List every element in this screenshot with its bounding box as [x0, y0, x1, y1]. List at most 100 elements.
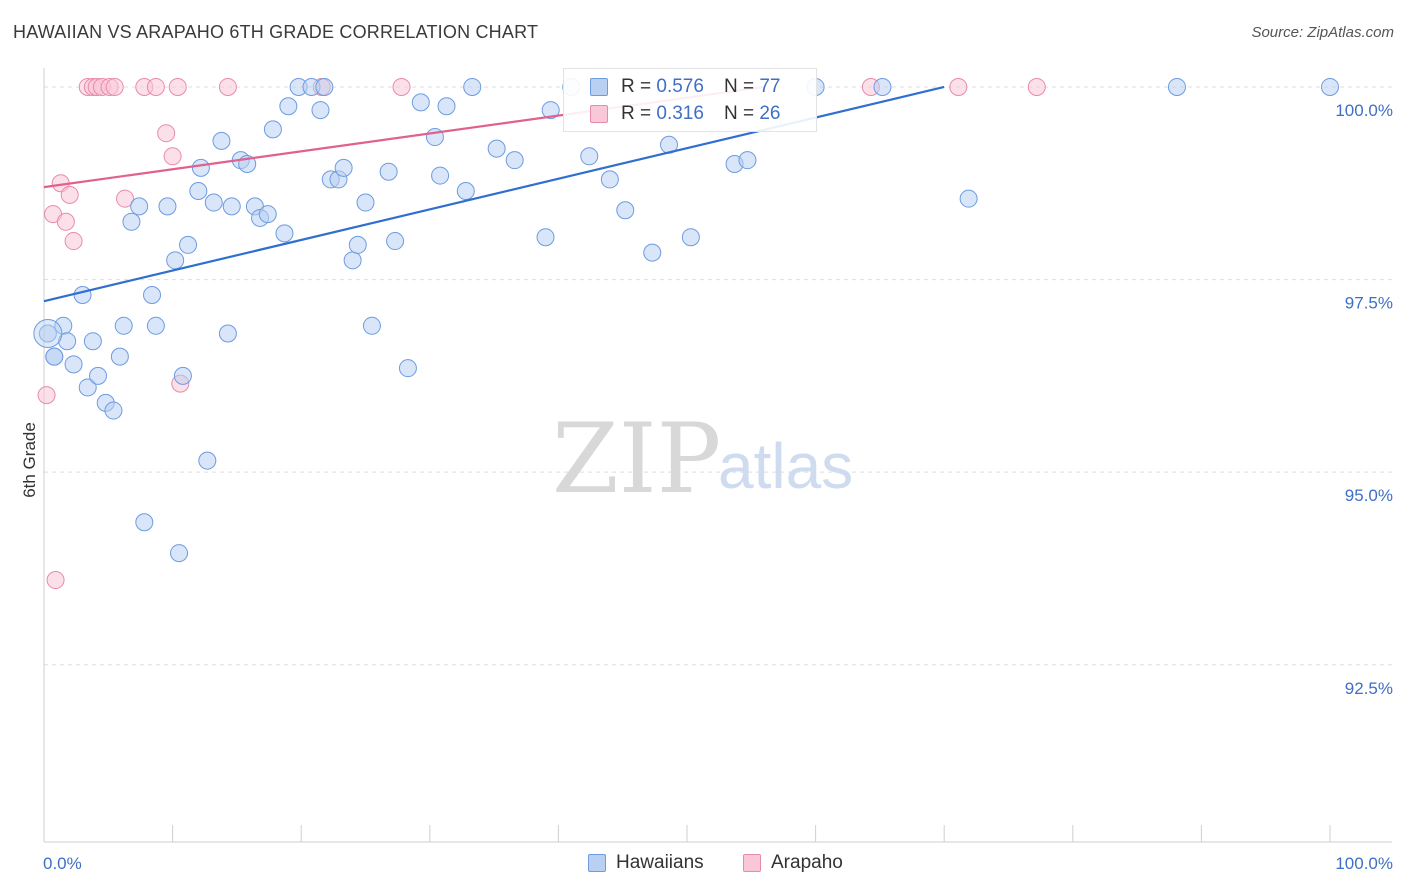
data-point-hawaiians [431, 166, 450, 185]
legend-swatch-arapaho [743, 854, 761, 872]
data-point-hawaiians [643, 243, 662, 262]
data-point-hawaiians [110, 347, 129, 366]
data-point-hawaiians [681, 228, 700, 247]
data-point-hawaiians [166, 251, 185, 270]
data-point-hawaiians [463, 77, 482, 96]
data-point-hawaiians [398, 359, 417, 378]
data-point-hawaiians [275, 224, 294, 243]
legend-label-arapaho: Arapaho [771, 852, 843, 873]
data-point-hawaiians [356, 193, 375, 212]
watermark-atlas: atlas [718, 430, 853, 502]
data-point-arapaho [163, 147, 182, 166]
data-point-arapaho [46, 571, 65, 590]
data-point-arapaho [168, 77, 187, 96]
data-point-hawaiians [1167, 77, 1186, 96]
stats-legend: R = 0.576 N = 77 R = 0.316 N = 26 [563, 68, 817, 132]
series-hawaiians [33, 77, 1339, 563]
data-point-arapaho [392, 77, 411, 96]
data-point-hawaiians [38, 324, 57, 343]
data-point-arapaho [218, 77, 237, 96]
data-point-hawaiians [143, 285, 162, 304]
data-point-hawaiians [130, 197, 149, 216]
watermark-zip: ZIP [552, 403, 721, 515]
data-point-arapaho [60, 185, 79, 204]
data-point-hawaiians [541, 101, 560, 120]
legend-swatch-hawaiians [590, 78, 608, 96]
data-point-hawaiians [122, 212, 141, 231]
data-point-arapaho [37, 386, 56, 405]
data-point-hawaiians [348, 235, 367, 254]
series-arapaho [37, 77, 1046, 590]
data-point-hawaiians [263, 120, 282, 139]
legend-item-hawaiians[interactable]: Hawaiians [588, 852, 704, 874]
x-tick-label: 0.0% [43, 854, 82, 873]
data-point-hawaiians [222, 197, 241, 216]
data-point-hawaiians [135, 513, 154, 532]
data-point-hawaiians [600, 170, 619, 189]
legend-row-hawaiians: R = 0.576 N = 77 [564, 72, 780, 102]
legend-r-value: 0.316 [656, 103, 704, 124]
data-point-hawaiians [73, 285, 92, 304]
data-point-hawaiians [204, 193, 223, 212]
data-point-hawaiians [258, 205, 277, 224]
data-point-hawaiians [179, 235, 198, 254]
data-point-hawaiians [78, 378, 97, 397]
data-point-arapaho [64, 232, 83, 251]
legend-swatch-arapaho [590, 105, 608, 123]
data-point-hawaiians [189, 181, 208, 200]
data-point-hawaiians [89, 366, 108, 385]
data-point-hawaiians [386, 232, 405, 251]
legend-item-arapaho[interactable]: Arapaho [743, 852, 843, 874]
legend-label-hawaiians: Hawaiians [616, 852, 704, 873]
data-point-hawaiians [616, 201, 635, 220]
y-tick-label: 97.5% [1345, 294, 1393, 313]
data-point-hawaiians [64, 355, 83, 374]
data-point-hawaiians [315, 77, 334, 96]
legend-r-label: R = [621, 103, 652, 124]
data-point-hawaiians [311, 101, 330, 120]
legend-n-value: 26 [759, 103, 781, 124]
legend-row-arapaho: R = 0.316 N = 26 [564, 99, 780, 129]
data-point-hawaiians [536, 228, 555, 247]
legend-n-label: N = [723, 103, 755, 124]
data-point-hawaiians [170, 544, 189, 563]
series-legend: Hawaiians Arapaho [0, 852, 1406, 878]
data-point-arapaho [146, 77, 165, 96]
data-point-hawaiians [218, 324, 237, 343]
data-point-arapaho [56, 212, 75, 231]
data-point-hawaiians [738, 151, 757, 170]
source-credit: Source: ZipAtlas.com [1251, 24, 1394, 41]
data-point-hawaiians [343, 251, 362, 270]
y-tick-label: 100.0% [1335, 101, 1393, 120]
data-point-hawaiians [114, 316, 133, 335]
x-tick-label: 100.0% [1335, 854, 1393, 873]
data-point-hawaiians [104, 401, 123, 420]
y-tick-label: 92.5% [1345, 679, 1393, 698]
data-point-arapaho [105, 77, 124, 96]
data-point-hawaiians [146, 316, 165, 335]
data-point-arapaho [949, 77, 968, 96]
y-tick-label: 95.0% [1345, 486, 1393, 505]
data-point-hawaiians [505, 151, 524, 170]
watermark: ZIP atlas [552, 403, 853, 515]
data-point-arapaho [116, 189, 135, 208]
data-point-hawaiians [959, 189, 978, 208]
data-point-arapaho [1027, 77, 1046, 96]
data-point-hawaiians [437, 97, 456, 116]
data-point-hawaiians [83, 332, 102, 351]
tick-labels: 100.0% 97.5% 95.0% 92.5% 0.0% 100.0% [43, 101, 1393, 873]
data-point-hawaiians [456, 181, 475, 200]
data-point-hawaiians [173, 366, 192, 385]
data-point-hawaiians [279, 97, 298, 116]
data-point-hawaiians [1321, 77, 1339, 96]
data-point-hawaiians [191, 158, 210, 177]
data-point-hawaiians [158, 197, 177, 216]
data-point-hawaiians [334, 158, 353, 177]
data-point-arapaho [157, 124, 176, 143]
legend-r-label: R = [621, 76, 652, 97]
data-point-hawaiians [45, 347, 64, 366]
data-point-hawaiians [58, 332, 77, 351]
axes [43, 68, 1392, 843]
data-point-hawaiians [379, 162, 398, 181]
